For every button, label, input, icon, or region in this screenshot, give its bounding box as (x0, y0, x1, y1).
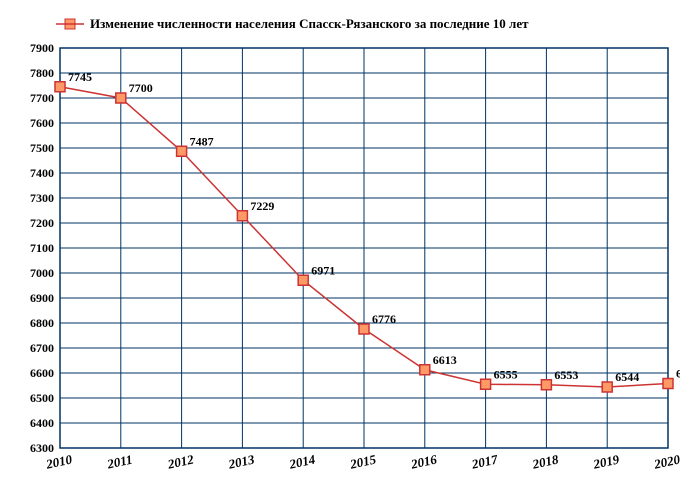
data-label: 6558 (676, 367, 680, 381)
data-marker (55, 82, 65, 92)
data-label: 7229 (250, 199, 274, 213)
y-tick-label: 6600 (30, 366, 54, 380)
data-marker (541, 380, 551, 390)
data-label: 6553 (554, 368, 578, 382)
data-label: 6555 (494, 367, 518, 381)
y-tick-label: 6500 (30, 391, 54, 405)
y-tick-label: 6400 (30, 416, 54, 430)
data-marker (359, 324, 369, 334)
data-marker (481, 379, 491, 389)
y-tick-label: 7200 (30, 216, 54, 230)
y-tick-label: 7900 (30, 41, 54, 55)
data-marker (116, 93, 126, 103)
line-chart: 6300 6400 6500 6600 6700 6800 6900 7000 7100 7200… (0, 0, 680, 500)
y-tick-label: 7400 (30, 166, 54, 180)
data-label: 7487 (190, 134, 214, 148)
y-tick-label: 7800 (30, 66, 54, 80)
data-label: 6971 (311, 263, 335, 277)
data-marker (298, 275, 308, 285)
data-marker (602, 382, 612, 392)
y-tick-label: 7600 (30, 116, 54, 130)
data-marker (177, 146, 187, 156)
y-tick-label: 6900 (30, 291, 54, 305)
data-label: 7700 (129, 81, 153, 95)
y-tick-label: 6300 (30, 441, 54, 455)
data-label: 6613 (433, 353, 457, 367)
y-tick-label: 7500 (30, 141, 54, 155)
data-marker (237, 211, 247, 221)
data-marker (420, 365, 430, 375)
chart-container: 6300 6400 6500 6600 6700 6800 6900 7000 7100 7200… (0, 0, 680, 500)
data-label: 6544 (615, 370, 639, 384)
y-tick-label: 7100 (30, 241, 54, 255)
y-tick-label: 7700 (30, 91, 54, 105)
data-label: 6776 (372, 312, 396, 326)
legend-text: Изменение численности населения Спасск-Р… (90, 16, 529, 31)
data-label: 7745 (68, 70, 92, 84)
y-tick-label: 7300 (30, 191, 54, 205)
data-marker (663, 379, 673, 389)
y-tick-label: 6800 (30, 316, 54, 330)
y-tick-label: 6700 (30, 341, 54, 355)
y-tick-label: 7000 (30, 266, 54, 280)
